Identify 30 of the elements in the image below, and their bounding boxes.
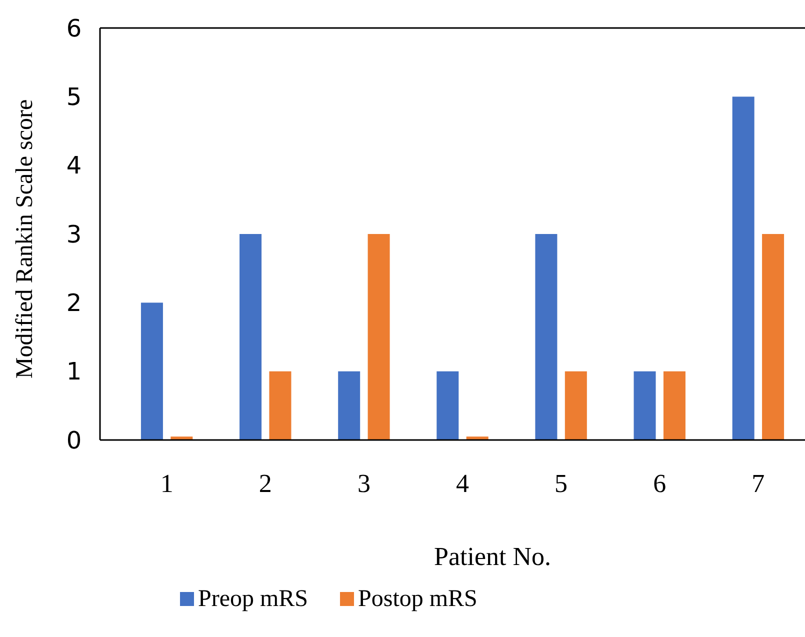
x-axis-title: Patient No. <box>434 542 551 571</box>
legend-label: Preop mRS <box>198 586 308 612</box>
y-tick-label: 2 <box>66 289 82 318</box>
x-tick-label: 6 <box>653 469 666 498</box>
bar <box>663 371 686 440</box>
legend-label: Postop mRS <box>358 586 478 612</box>
bar <box>338 371 360 440</box>
y-tick-label: 6 <box>66 14 82 42</box>
x-tick-label: 7 <box>752 469 765 498</box>
bar <box>564 371 587 440</box>
y-tick-label: 3 <box>66 220 82 248</box>
x-tick-label: 5 <box>554 469 568 498</box>
bar <box>140 302 163 440</box>
bar <box>535 234 558 440</box>
x-tick-label: 1 <box>160 469 174 498</box>
bar <box>368 234 390 440</box>
y-tick-label: 5 <box>66 83 82 112</box>
x-tick-label: 2 <box>258 469 272 498</box>
bar <box>634 371 656 440</box>
bar <box>240 234 262 440</box>
x-tick-label: 3 <box>357 469 370 498</box>
y-tick-label: 1 <box>66 358 82 386</box>
y-tick-label: 0 <box>66 426 82 454</box>
bar <box>269 371 292 440</box>
y-axis-title: Modified Rankin Scale score <box>12 99 38 379</box>
bar <box>732 96 754 440</box>
y-tick-label: 4 <box>66 152 82 180</box>
x-tick-label: 4 <box>456 469 469 498</box>
bar <box>436 371 459 440</box>
bar <box>762 234 784 440</box>
